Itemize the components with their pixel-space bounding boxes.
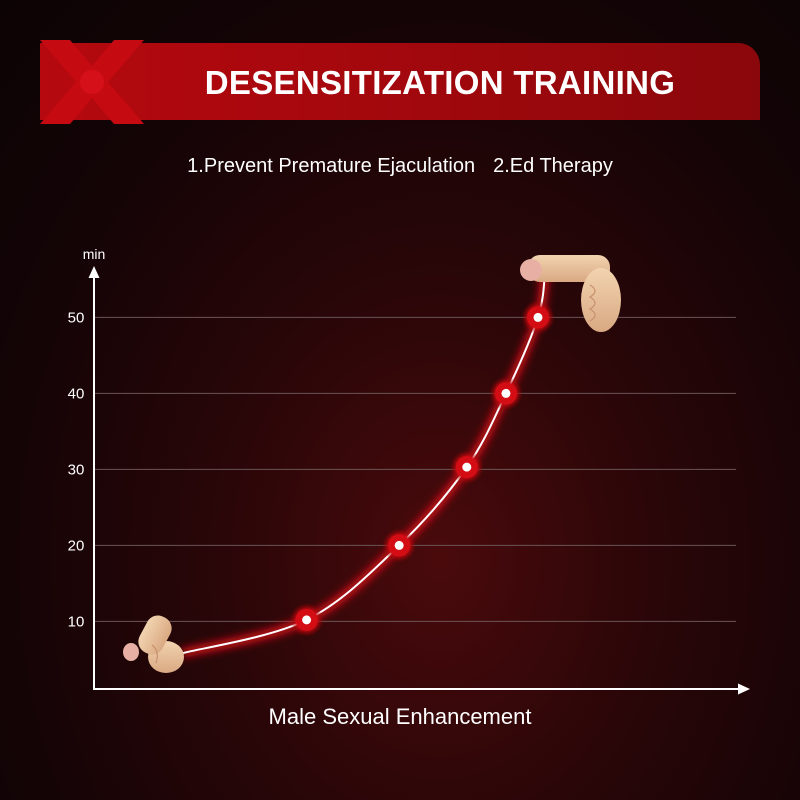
flaccid-icon [123,615,184,673]
grid-lines [94,316,736,622]
y-tick-label: 40 [68,385,85,402]
subtitle-item-2: 2.Ed Therapy [493,155,613,177]
erect-icon [520,255,621,332]
y-tick-labels: 10 20 30 40 50 [68,309,85,630]
axes: min [83,246,750,695]
data-point-dot [501,388,511,398]
x-logo-icon [40,40,144,124]
y-tick-label: 10 [68,613,85,630]
series-curve [180,271,551,659]
x-axis-label: Male Sexual Enhancement [268,704,532,729]
y-axis-label: min [83,246,106,262]
data-point-dot [533,312,543,322]
title-banner: DESENSITIZATION TRAINING [40,43,760,120]
y-tick-label: 20 [68,537,85,554]
y-tick-label: 50 [68,309,85,326]
series-line [181,271,547,655]
data-point-dot [462,462,472,472]
subtitle: 1.Prevent Premature Ejaculation 2.Ed Ther… [0,155,800,178]
y-axis-arrow-icon [88,266,100,278]
x-axis-arrow-icon [738,683,750,695]
series-line-glow [180,271,551,659]
y-tick-label: 30 [68,461,85,478]
data-point [521,300,555,335]
subtitle-item-1: 1.Prevent Premature Ejaculation [187,155,476,177]
data-point-dot [394,540,404,550]
data-point [289,602,324,637]
data-point [449,450,484,485]
data-point [488,376,523,411]
data-point-dot [302,615,312,625]
data-point [382,528,417,563]
series-markers [289,300,555,637]
page-title: DESENSITIZATION TRAINING [204,64,676,101]
